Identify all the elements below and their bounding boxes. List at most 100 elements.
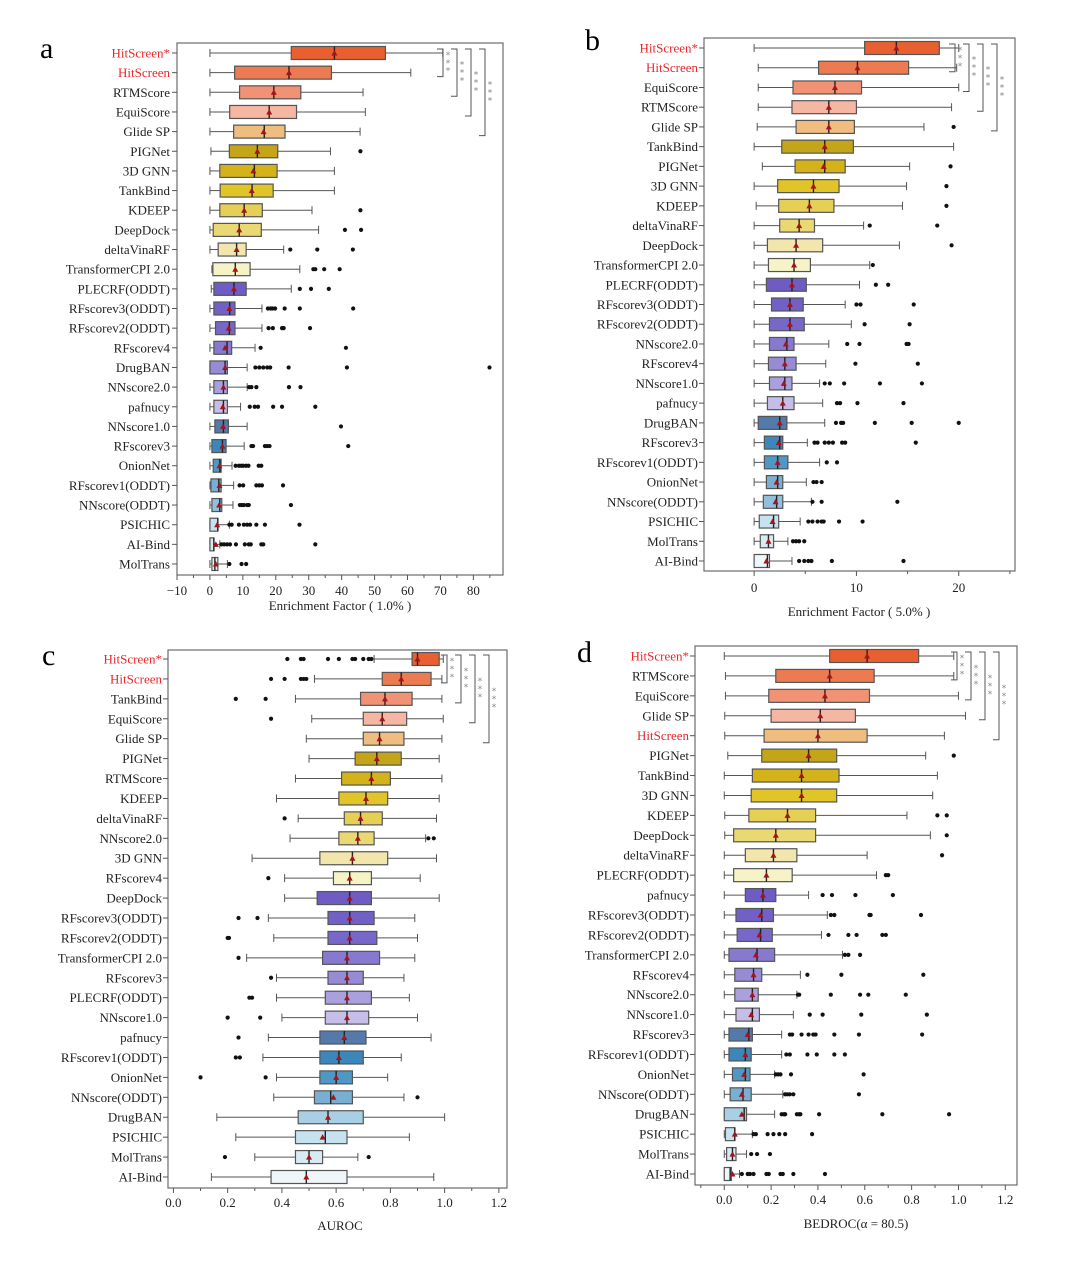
mean-marker [330, 1094, 337, 1100]
category-label: EquiScore [635, 688, 689, 703]
box-row: RFscorev2(ODDT) [69, 321, 313, 336]
mean-marker [260, 128, 267, 135]
outlier-point [313, 404, 318, 409]
box-row: RTMScore [632, 668, 955, 683]
outlier-point [811, 479, 816, 485]
mean-marker [825, 123, 832, 130]
outlier-point [787, 1092, 792, 1097]
outlier-point [819, 499, 824, 504]
category-label: TankBind [119, 183, 171, 198]
mean-marker [214, 521, 221, 528]
category-label: deltaVinaRF [96, 811, 162, 826]
iqr-box [777, 179, 840, 194]
box-row: NNscore(ODDT) [598, 1087, 862, 1102]
category-label: pafnucy [120, 1030, 162, 1045]
outlier-point [751, 1171, 756, 1177]
category-label: OnionNet [119, 458, 171, 473]
outlier-point [286, 385, 292, 390]
iqr-box [338, 791, 389, 806]
category-label: RFscorev3(ODDT) [61, 911, 162, 926]
x-tick-label: 0 [751, 580, 758, 595]
significance-star: * [488, 88, 493, 98]
iqr-box [213, 301, 236, 316]
mean-marker [774, 459, 781, 465]
significance-star: * [972, 72, 977, 82]
outlier-point [857, 341, 862, 347]
mean-marker [782, 340, 789, 347]
mean-marker [220, 423, 227, 429]
box-row: NNscore1.0 [627, 1007, 929, 1022]
category-label: HitScreen* [640, 41, 698, 56]
box-row: PSICHIC [639, 1127, 815, 1142]
mean-marker [343, 1014, 350, 1021]
box-row: AI-Bind [646, 1167, 828, 1182]
outlier-point [935, 813, 940, 818]
x-tick-label: 0.0 [716, 1192, 732, 1207]
iqr-box [766, 396, 795, 411]
significance-star: * [988, 682, 993, 692]
box-row: OnionNet [647, 475, 824, 490]
mean-marker [248, 187, 255, 194]
iqr-box [381, 671, 432, 687]
outlier-point [326, 286, 331, 291]
box-row: RFscorev3(ODDT) [597, 297, 916, 312]
category-label: 3D GNN [115, 851, 163, 866]
category-label: HitScreen* [112, 46, 170, 61]
iqr-box [817, 60, 910, 75]
mean-marker [373, 755, 380, 762]
panel-d: d BEDROC(α = 80.5) 0.0 0.2 0.4 0.6 0.8 1.0 1.2… [577, 636, 1018, 1231]
mean-marker [270, 89, 277, 95]
category-label: KDEEP [128, 203, 170, 218]
mean-marker [341, 1034, 348, 1041]
significance-star: * [988, 690, 993, 700]
category-label: pafnucy [647, 888, 689, 903]
category-label: PSICHIC [639, 1127, 689, 1142]
box-row: NNscore2.0 [627, 987, 908, 1002]
category-label: RFscorev1(ODDT) [597, 455, 698, 470]
outlier-point [248, 522, 253, 527]
outlier-point [837, 401, 843, 406]
outlier-point [268, 676, 274, 682]
outlier-point [868, 912, 873, 918]
mean-marker [368, 775, 375, 782]
mean-marker [266, 108, 273, 115]
box-row: TankBind [119, 183, 335, 198]
box-row: Glide SP [651, 119, 956, 134]
outlier-point [242, 542, 247, 547]
iqr-box [829, 648, 920, 664]
box-row: HitScreen [646, 60, 958, 75]
category-label: NNscore2.0 [636, 336, 698, 351]
significance-star: * [492, 687, 497, 697]
box-row: RFscorev3(ODDT) [61, 911, 416, 926]
iqr-box [214, 321, 236, 336]
outlier-point [883, 932, 888, 938]
outlier-point [267, 443, 272, 449]
outlier-point [258, 1015, 263, 1020]
outlier-point [233, 696, 238, 701]
box-row: DeepDock [633, 828, 949, 843]
box-row: Glide SP [642, 708, 966, 723]
outlier-point [783, 1112, 788, 1117]
box-row: PIGNet [649, 748, 956, 763]
mean-marker [749, 991, 756, 998]
significance-star: * [464, 683, 469, 693]
outlier-point [245, 522, 250, 527]
outlier-point [860, 519, 865, 524]
significance-bracket [479, 48, 486, 137]
category-label: pafnucy [128, 399, 170, 414]
outlier-point [826, 932, 831, 938]
outlier-point [787, 1052, 792, 1057]
box-row: KDEEP [647, 808, 949, 823]
outlier-point [273, 306, 278, 311]
category-label: RFscorev3 [633, 1027, 689, 1042]
iqr-box [212, 222, 262, 237]
category-label: KDEEP [120, 791, 162, 806]
mean-marker [414, 656, 421, 662]
mean-marker [805, 752, 812, 759]
category-label: RTMScore [641, 100, 698, 115]
category-label: RFscorev2(ODDT) [588, 927, 689, 942]
x-tick-label: 1.2 [997, 1192, 1013, 1207]
box-row: PSICHIC [648, 514, 865, 529]
significance-star: * [446, 67, 451, 77]
iqr-box [768, 688, 871, 703]
